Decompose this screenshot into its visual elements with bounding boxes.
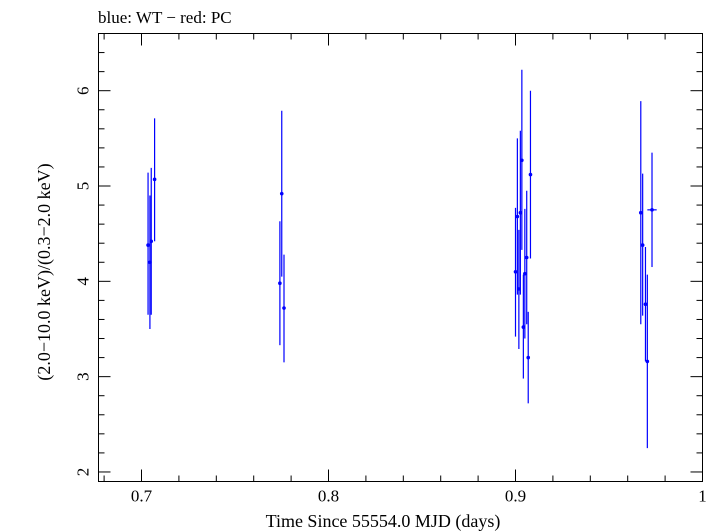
chart-title: blue: WT − red: PC [98,8,232,27]
point-marker [523,271,527,276]
data-point [640,173,645,316]
data-point [638,101,643,325]
data-point [524,190,529,325]
x-tick-label: 0.9 [505,487,526,506]
x-tick-label: 0.8 [318,487,339,506]
data-series [146,69,657,449]
point-marker [513,269,518,274]
point-marker [640,243,645,247]
data-point [643,247,648,362]
y-tick-label: 2 [74,468,93,477]
point-marker [149,239,154,244]
y-axis-label: (2.0−10.0 keV)/(0.3−2.0 keV) [34,163,55,380]
y-tick-label: 6 [74,86,93,95]
data-point [279,110,284,277]
point-marker [520,158,524,163]
data-point [149,167,154,315]
plot-frame [98,33,703,482]
point-marker [528,172,533,177]
x-axis-label: Time Since 55554.0 MJD (days) [266,511,501,532]
data-point [515,138,520,295]
point-marker [524,255,529,260]
data-point [523,208,527,339]
point-marker [146,243,150,247]
data-point [282,254,286,363]
axis-ticks [98,33,703,482]
point-marker [515,214,520,219]
data-point [528,90,533,259]
data-point [513,207,518,337]
data-point [645,274,650,449]
data-point [647,152,657,268]
tick-labels: 0.7 0.8 0.9 1 2 3 4 5 6 [74,86,707,505]
y-tick-label: 4 [74,277,93,286]
point-marker [643,302,648,307]
point-marker [152,177,157,182]
data-point [278,221,282,346]
point-marker [650,208,654,212]
point-marker [638,210,643,215]
point-marker [279,191,284,196]
point-marker [526,355,531,360]
point-marker [645,359,650,364]
y-tick-label: 5 [74,182,93,191]
data-point [146,172,150,315]
point-marker [278,281,282,286]
data-point [526,311,531,404]
data-point [520,69,524,250]
x-tick-label: 1 [698,487,707,506]
data-point [152,118,157,242]
y-tick-label: 3 [74,372,93,381]
x-tick-label: 0.7 [131,487,153,506]
point-marker [282,306,286,310]
